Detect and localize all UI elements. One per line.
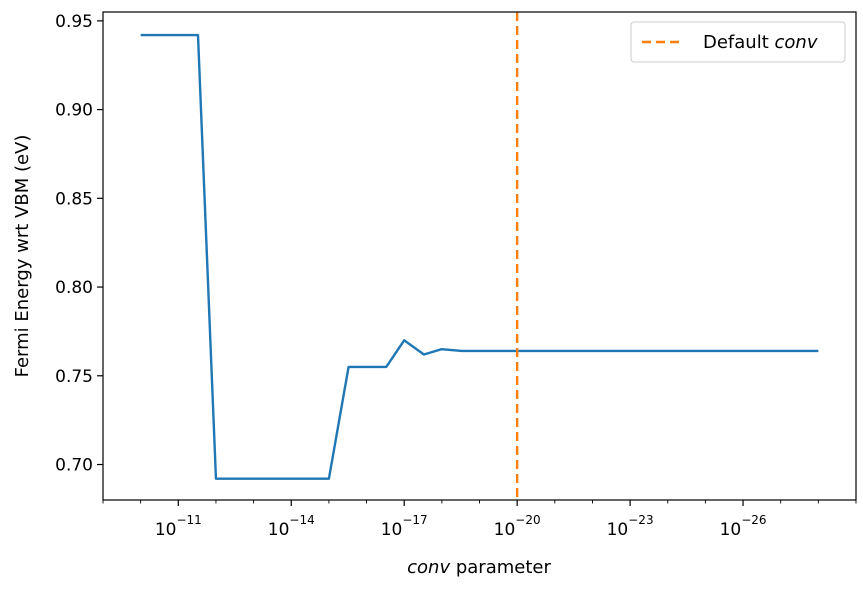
- x-tick-label: 10−11: [155, 513, 202, 540]
- x-tick-base: 10: [381, 520, 403, 540]
- x-tick-exponent: −20: [515, 513, 540, 527]
- y-tick-label: 0.90: [55, 101, 93, 121]
- x-tick-exponent: −11: [176, 513, 201, 527]
- plot-frame: [102, 11, 857, 501]
- x-axis-label-rest: parameter: [450, 557, 551, 578]
- x-ticks: 10−11 10−14 10−17 10−20 10−23 10−26: [102, 500, 857, 540]
- x-tick-base: 10: [155, 520, 177, 540]
- x-tick-exponent: −17: [402, 513, 427, 527]
- x-tick-exponent: −26: [741, 513, 766, 527]
- series-group: [140, 33, 819, 480]
- x-tick-label: 10−26: [720, 513, 767, 540]
- x-tick-exponent: −14: [289, 513, 314, 527]
- x-tick-base: 10: [720, 520, 742, 540]
- x-axis-label-italic: conv: [407, 557, 450, 578]
- x-tick-label: 10−14: [268, 513, 315, 540]
- y-axis-label: Fermi Energy wrt VBM (eV): [12, 135, 33, 378]
- x-axis-label: conv parameter: [407, 557, 551, 578]
- legend-label-default-conv: Default conv: [703, 32, 818, 53]
- x-tick-label: 10−17: [381, 513, 428, 540]
- x-tick-base: 10: [494, 520, 516, 540]
- y-tick-label: 0.85: [55, 189, 93, 209]
- series-line: [140, 33, 819, 480]
- y-tick-label: 0.80: [55, 278, 93, 298]
- plot-area: [103, 12, 856, 500]
- y-tick-label: 0.75: [55, 367, 93, 387]
- y-ticks: 0.70 0.75 0.80 0.85 0.90 0.95: [55, 12, 103, 476]
- x-tick-label: 10−23: [607, 513, 654, 540]
- legend-label-plain: Default: [703, 32, 775, 53]
- legend: Default conv: [630, 21, 846, 63]
- x-tick-base: 10: [607, 520, 629, 540]
- legend-box: [630, 21, 846, 63]
- y-tick-label: 0.95: [55, 12, 93, 32]
- x-tick-base: 10: [268, 520, 290, 540]
- x-tick-label: 10−20: [494, 513, 541, 540]
- y-tick-label: 0.70: [55, 456, 93, 476]
- legend-label-italic: conv: [775, 32, 818, 53]
- x-tick-exponent: −23: [628, 513, 653, 527]
